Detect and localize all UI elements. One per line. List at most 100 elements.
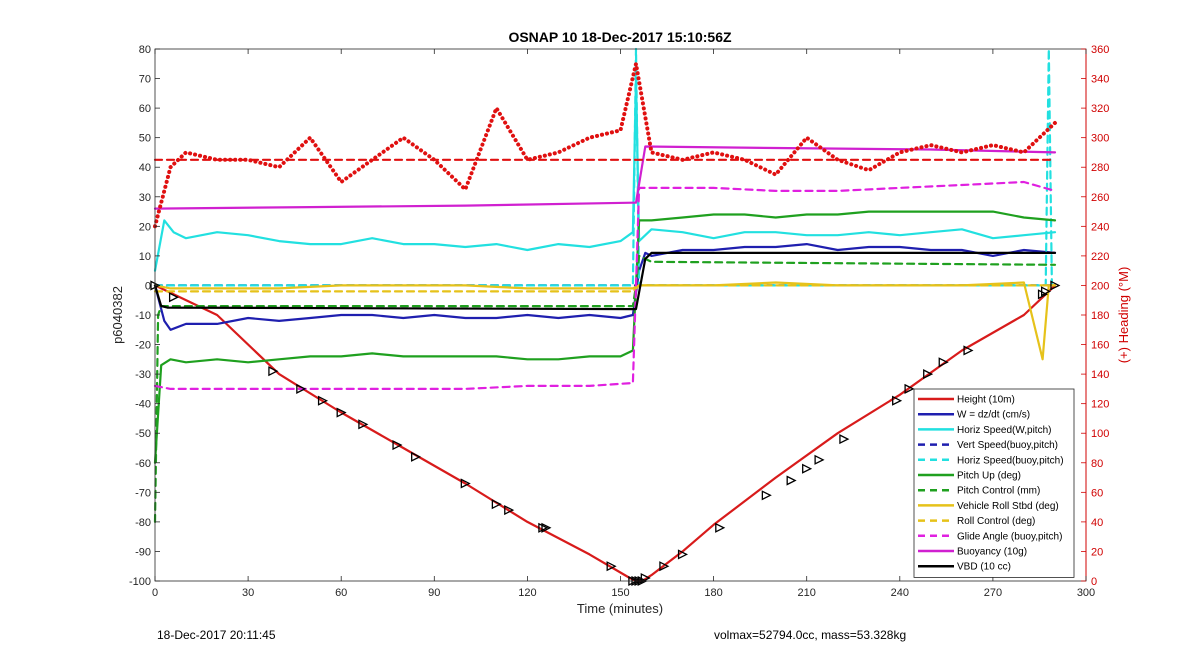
y2-tick-label: 240 bbox=[1091, 221, 1109, 233]
series-glide-angle-buoy-pitch bbox=[153, 180, 1057, 390]
x-tick-label: 0 bbox=[152, 587, 158, 599]
height-marker bbox=[677, 549, 689, 560]
height-marker bbox=[392, 439, 403, 451]
height-marker bbox=[1037, 289, 1049, 300]
height-marker bbox=[1050, 280, 1061, 291]
y-tick-label: -20 bbox=[135, 340, 151, 352]
legend-label: Vehicle Roll Stbd (deg) bbox=[957, 501, 1059, 512]
y-tick-label: -90 bbox=[135, 546, 151, 558]
series-pitch-control-mm bbox=[153, 254, 1057, 524]
y-tick-label: -30 bbox=[135, 369, 151, 381]
y2-tick-label: 220 bbox=[1091, 251, 1109, 263]
height-marker bbox=[892, 395, 903, 406]
height-marker bbox=[640, 572, 651, 584]
legend-label: Buoyancy (10g) bbox=[957, 547, 1027, 558]
x-tick-label: 180 bbox=[704, 587, 722, 599]
legend-label: Pitch Control (mm) bbox=[957, 486, 1040, 497]
x-tick-label: 30 bbox=[242, 587, 254, 599]
legend-label: Height (10m) bbox=[957, 395, 1015, 406]
y-tick-label: -70 bbox=[135, 487, 151, 499]
series-height-markers bbox=[150, 280, 1061, 587]
y-axis-label: p6040382 bbox=[110, 286, 125, 344]
y2-tick-label: 160 bbox=[1091, 340, 1109, 352]
y2-tick-label: 80 bbox=[1091, 458, 1103, 470]
y-tick-label: -40 bbox=[135, 399, 151, 411]
height-marker bbox=[358, 419, 369, 430]
legend-label: Horiz Speed(buoy,pitch) bbox=[957, 455, 1064, 466]
height-marker bbox=[963, 345, 974, 356]
legend-label: Pitch Up (deg) bbox=[957, 471, 1021, 482]
y2-tick-label: 200 bbox=[1091, 280, 1109, 292]
y-tick-label: 20 bbox=[139, 221, 151, 233]
y2-tick-label: 320 bbox=[1091, 103, 1109, 115]
y-tick-label: 40 bbox=[139, 162, 151, 174]
y2-tick-label: 120 bbox=[1091, 399, 1109, 411]
height-marker bbox=[538, 522, 549, 533]
y2-tick-label: 60 bbox=[1091, 487, 1103, 499]
x-tick-label: 120 bbox=[518, 587, 536, 599]
series-pitch-up-deg bbox=[153, 210, 1057, 464]
height-marker bbox=[491, 499, 502, 510]
x-tick-label: 210 bbox=[798, 587, 816, 599]
y-tick-label: 60 bbox=[139, 103, 151, 115]
height-marker bbox=[923, 369, 934, 380]
height-marker bbox=[268, 366, 279, 377]
height-marker bbox=[1041, 286, 1052, 297]
height-marker bbox=[715, 522, 726, 533]
x-tick-label: 270 bbox=[984, 587, 1002, 599]
y-tick-label: -80 bbox=[135, 517, 151, 529]
legend-label: Horiz Speed(W,pitch) bbox=[957, 425, 1051, 436]
y2-tick-label: 140 bbox=[1091, 369, 1109, 381]
y-tick-label: -100 bbox=[129, 576, 151, 588]
series-roll-control-deg bbox=[153, 284, 1057, 293]
y-tick-label: -60 bbox=[135, 458, 151, 470]
series-vbd-10-cc bbox=[153, 251, 1057, 311]
height-marker bbox=[411, 451, 422, 462]
height-marker bbox=[802, 463, 813, 474]
y2-tick-label: 360 bbox=[1091, 44, 1109, 56]
height-marker bbox=[786, 475, 797, 486]
footer-info: volmax=52794.0cc, mass=53.328kg bbox=[714, 628, 907, 642]
height-marker bbox=[317, 395, 329, 406]
height-marker bbox=[938, 357, 949, 368]
legend-label: Roll Control (deg) bbox=[957, 516, 1035, 527]
legend-label: Glide Angle (buoy,pitch) bbox=[957, 531, 1062, 542]
y-axis-ticks: 80 70 60 50 40 30 20 10 0 -10 -20 -30 -40 -50 -60 -70 -8… bbox=[129, 44, 160, 588]
y-tick-label: -50 bbox=[135, 428, 151, 440]
height-marker bbox=[460, 478, 471, 489]
height-marker bbox=[168, 292, 180, 303]
y-tick-label: 50 bbox=[139, 133, 151, 145]
y2-axis-label: (+) Heading (°M) bbox=[1116, 267, 1131, 364]
series-heading-m bbox=[153, 61, 1057, 229]
height-marker bbox=[504, 505, 515, 516]
height-marker bbox=[904, 383, 915, 394]
x-tick-label: 60 bbox=[335, 587, 347, 599]
y2-tick-label: 180 bbox=[1091, 310, 1109, 322]
y2-tick-label: 40 bbox=[1091, 517, 1103, 529]
footer-timestamp: 18-Dec-2017 20:11:45 bbox=[157, 628, 276, 642]
y2-tick-label: 20 bbox=[1091, 546, 1103, 558]
y2-axis-ticks: 3603403203002802602402202001801601401201… bbox=[1081, 44, 1109, 588]
y2-tick-label: 340 bbox=[1091, 74, 1109, 86]
x-tick-label: 150 bbox=[611, 587, 629, 599]
series-buoyancy-10g bbox=[153, 145, 1057, 210]
x-tick-label: 90 bbox=[428, 587, 440, 599]
y-tick-label: 80 bbox=[139, 44, 151, 56]
chart-title: OSNAP 10 18-Dec-2017 15:10:56Z bbox=[508, 29, 732, 45]
series-w-dz-dt-cm-s bbox=[153, 243, 1057, 331]
height-marker bbox=[296, 383, 307, 394]
height-marker bbox=[606, 561, 617, 572]
y-tick-label: 10 bbox=[139, 251, 151, 263]
legend-label: VBD (10 cc) bbox=[957, 562, 1011, 573]
y2-tick-label: 100 bbox=[1091, 428, 1109, 440]
height-marker bbox=[541, 522, 552, 533]
y2-tick-label: 300 bbox=[1091, 133, 1109, 145]
height-marker bbox=[659, 561, 670, 572]
series-layer bbox=[150, 47, 1061, 587]
height-marker bbox=[839, 434, 850, 445]
y-tick-label: 70 bbox=[139, 74, 151, 86]
x-axis-ticks: 0 30 60 90 120 150 180 210 240 270 300 bbox=[152, 49, 1095, 599]
y2-tick-label: 280 bbox=[1091, 162, 1109, 174]
y-tick-label: -10 bbox=[135, 310, 151, 322]
